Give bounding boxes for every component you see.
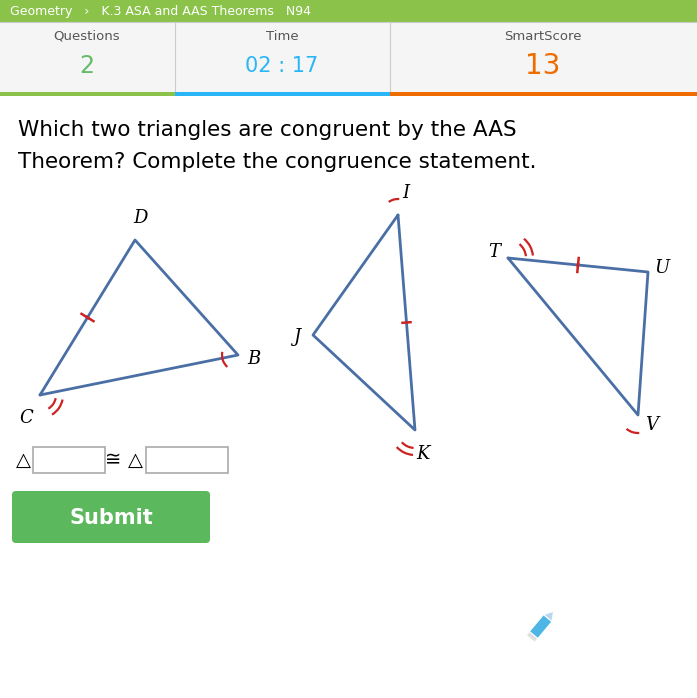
Bar xyxy=(146,447,228,473)
Text: Submit: Submit xyxy=(69,508,153,528)
Bar xyxy=(175,92,390,96)
FancyBboxPatch shape xyxy=(12,491,210,543)
Text: C: C xyxy=(19,409,33,427)
Text: U: U xyxy=(654,259,670,277)
Text: Geometry   ›   K.3 ASA and AAS Theorems   N94: Geometry › K.3 ASA and AAS Theorems N94 xyxy=(10,4,311,17)
Polygon shape xyxy=(526,614,552,642)
Text: T: T xyxy=(488,243,500,261)
Text: 02 : 17: 02 : 17 xyxy=(245,56,319,76)
Text: I: I xyxy=(402,184,410,202)
Text: 13: 13 xyxy=(526,52,560,80)
Text: SmartScore: SmartScore xyxy=(504,29,582,43)
Text: △: △ xyxy=(128,450,143,470)
Text: B: B xyxy=(247,350,261,368)
Text: Time: Time xyxy=(266,29,298,43)
Text: Which two triangles are congruent by the AAS: Which two triangles are congruent by the… xyxy=(18,120,516,140)
Bar xyxy=(33,447,105,473)
Text: Questions: Questions xyxy=(54,29,121,43)
Polygon shape xyxy=(544,611,553,622)
Polygon shape xyxy=(526,632,538,642)
Text: V: V xyxy=(645,416,659,434)
Bar xyxy=(0,92,175,96)
Text: 2: 2 xyxy=(79,54,95,78)
Text: K: K xyxy=(416,445,430,463)
Text: D: D xyxy=(133,209,147,227)
Bar xyxy=(390,92,697,96)
Text: △: △ xyxy=(16,450,31,470)
Bar xyxy=(0,22,697,94)
Bar xyxy=(0,0,697,22)
Text: Theorem? Complete the congruence statement.: Theorem? Complete the congruence stateme… xyxy=(18,152,537,172)
Text: ≅: ≅ xyxy=(105,450,121,470)
Text: J: J xyxy=(293,328,300,346)
